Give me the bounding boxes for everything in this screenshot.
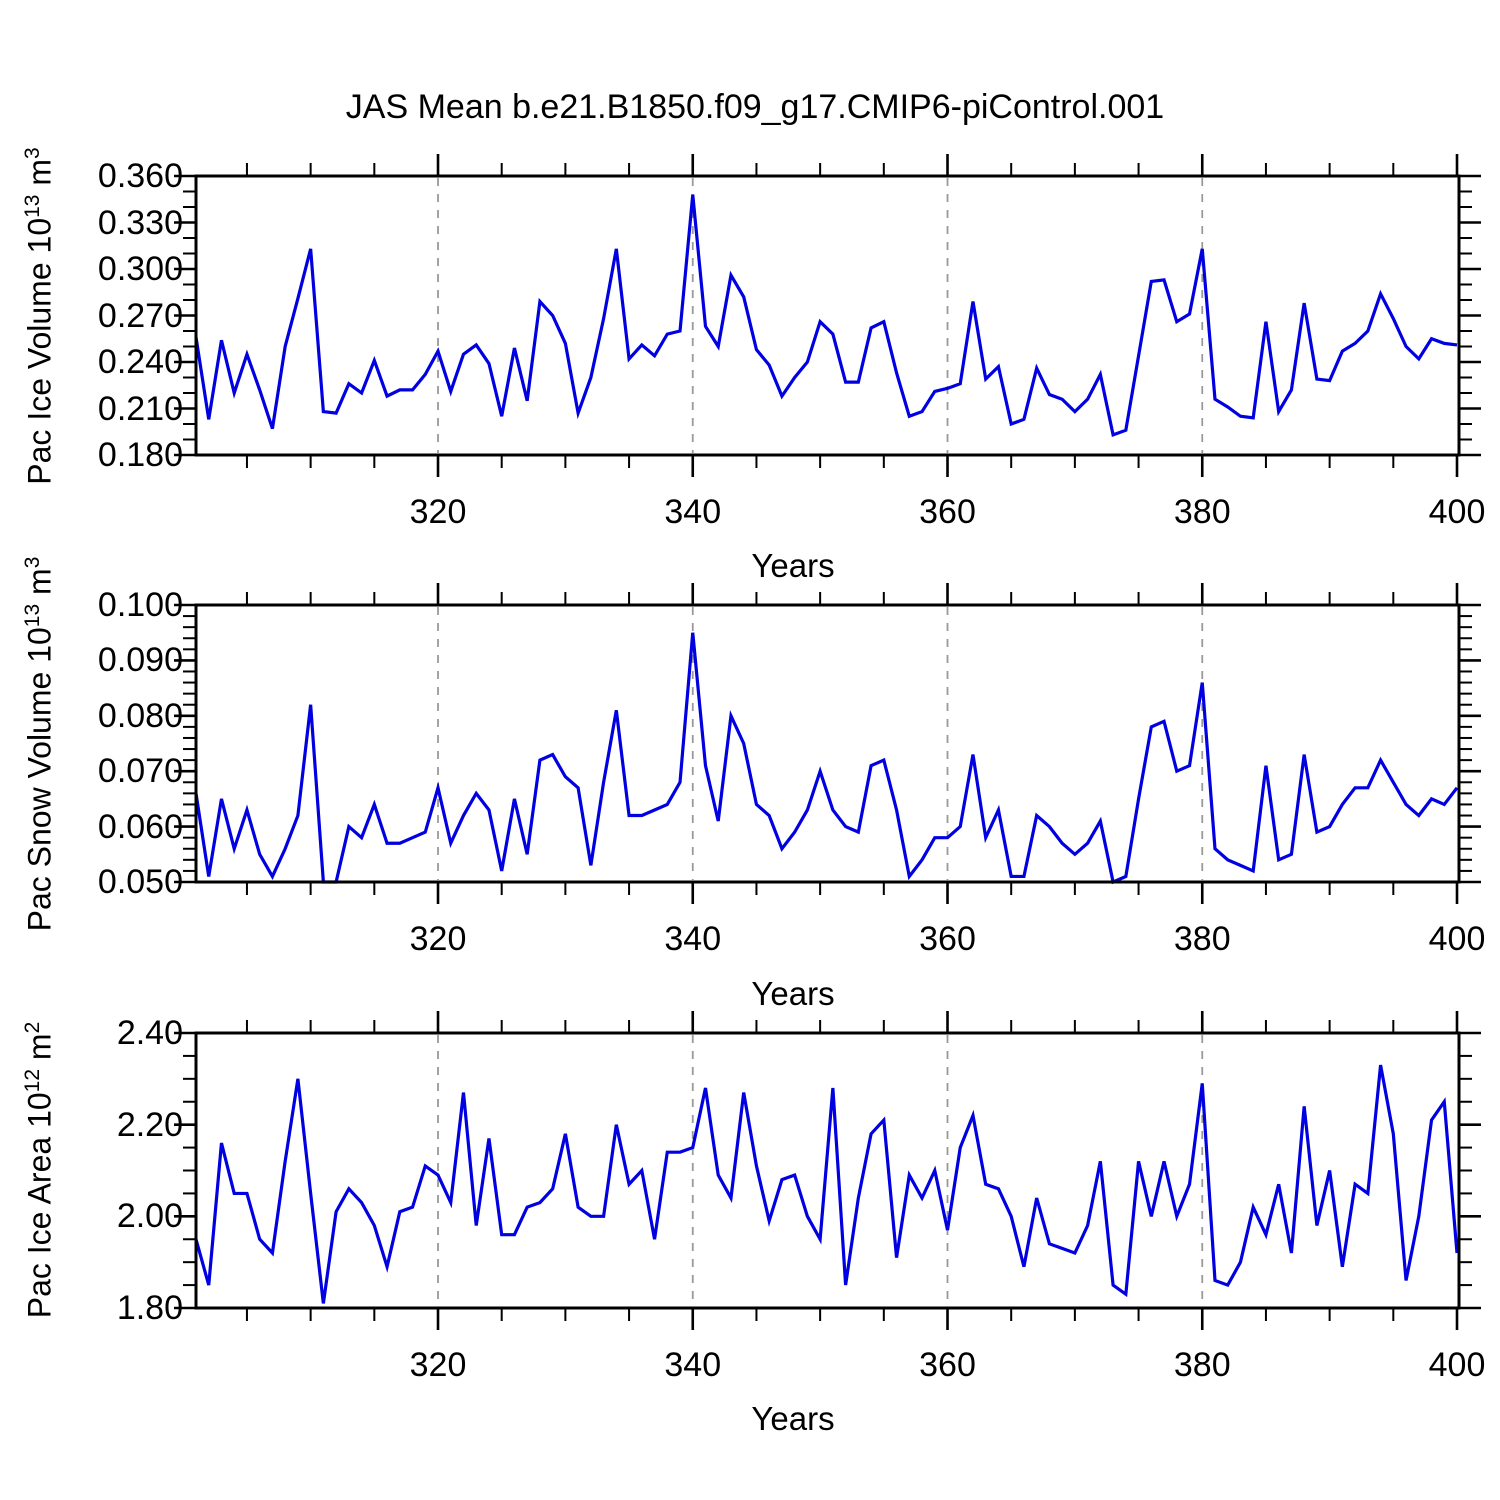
y-tick-label: 2.40	[116, 1014, 183, 1052]
x-tick-label: 340	[664, 493, 722, 531]
y-axis-label-pac-ice-area: Pac Ice Area 1012 m2	[20, 1021, 59, 1319]
y-axis-label-exponent: 13	[20, 603, 44, 628]
y-tick-label: 0.240	[97, 343, 183, 381]
data-line-pac-snow-volume	[194, 632, 1459, 885]
y-tick-label: 0.330	[97, 203, 183, 242]
y-axis-label-unit-exponent: 3	[20, 147, 44, 159]
y-tick-label: 0.080	[97, 696, 183, 735]
plot-area-pac-snow-volume	[174, 583, 1481, 904]
y-tick-label: 0.270	[97, 296, 183, 335]
y-tick-label: 0.180	[97, 436, 183, 474]
y-tick-label: 0.090	[97, 641, 183, 680]
plot-svg-pac-ice-area	[174, 1011, 1481, 1330]
figure-title: JAS Mean b.e21.B1850.f09_g17.CMIP6-piCon…	[345, 88, 1165, 126]
axis-frame	[194, 174, 1461, 457]
plot-area-pac-ice-area	[174, 1011, 1481, 1330]
axis-ticks	[174, 154, 1481, 477]
y-axis-label-exponent: 12	[20, 1068, 44, 1093]
plot-area-pac-ice-volume	[174, 154, 1481, 477]
x-tick-label: 380	[1173, 493, 1231, 531]
x-tick-label: 360	[919, 1346, 976, 1384]
x-tick-label: 400	[1428, 1346, 1486, 1384]
x-tick-label: 400	[1428, 493, 1486, 531]
plot-svg-pac-ice-volume	[174, 154, 1481, 477]
axis-ticks	[174, 1011, 1481, 1330]
y-tick-label: 0.300	[97, 250, 183, 288]
plot-svg-pac-snow-volume	[174, 583, 1481, 904]
x-tick-label: 380	[1173, 1346, 1231, 1384]
x-tick-label: 320	[409, 920, 467, 958]
x-tick-label: 360	[919, 493, 976, 531]
x-tick-label: 320	[409, 493, 467, 531]
x-tick-label: 340	[664, 1346, 722, 1384]
y-tick-label: 2.00	[116, 1197, 183, 1236]
y-tick-label: 0.360	[97, 157, 183, 195]
y-axis-label-unit-exponent: 2	[20, 1021, 44, 1034]
y-tick-label: 0.060	[97, 807, 183, 846]
y-tick-label: 0.050	[97, 863, 183, 901]
x-tick-label: 340	[664, 920, 722, 958]
axis-ticks	[174, 583, 1481, 904]
data-line-pac-ice-volume	[194, 194, 1458, 437]
x-tick-label: 400	[1428, 920, 1486, 958]
gridlines	[437, 1035, 1204, 1306]
x-axis-label-pac-ice-volume: Years	[751, 547, 835, 584]
y-tick-label: 0.210	[97, 389, 183, 428]
y-tick-label: 1.80	[116, 1289, 183, 1327]
data-line-pac-ice-area	[194, 1064, 1459, 1304]
y-tick-label: 2.20	[116, 1105, 183, 1144]
x-tick-label: 360	[919, 920, 976, 958]
gridlines	[437, 178, 1204, 453]
y-tick-label: 0.070	[97, 752, 183, 791]
y-tick-label: 0.100	[97, 586, 183, 624]
x-axis-label-pac-snow-volume: Years	[751, 975, 835, 1012]
y-axis-label-exponent: 13	[20, 194, 44, 218]
x-axis-label-pac-ice-area: Years	[751, 1400, 835, 1437]
axis-frame	[194, 603, 1461, 884]
y-axis-label-unit-exponent: 3	[20, 556, 44, 569]
gridlines	[437, 607, 1204, 880]
x-tick-label: 320	[409, 1346, 467, 1384]
x-tick-label: 380	[1173, 920, 1231, 958]
